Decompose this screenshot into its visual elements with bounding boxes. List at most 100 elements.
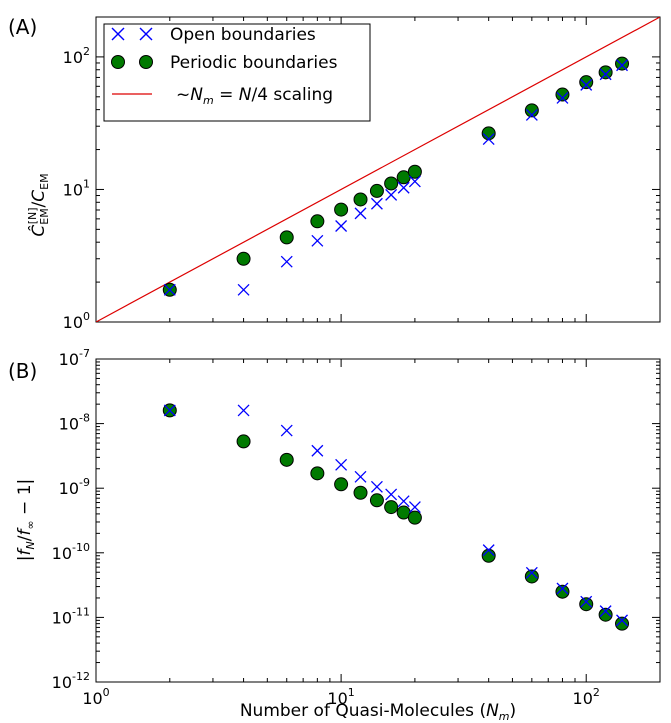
legend-label-scaling: ~Nm = N/4 scaling bbox=[176, 85, 333, 107]
open-point bbox=[354, 470, 367, 483]
panel-b-label: (B) bbox=[8, 359, 37, 383]
open-point bbox=[385, 488, 398, 501]
open-point bbox=[556, 92, 569, 104]
panel-a-marks bbox=[96, 17, 660, 322]
periodic-point bbox=[579, 597, 594, 612]
panel-b-y-tick-labels: 10-12 10-11 10-10 10-9 10-8 10-7 bbox=[52, 347, 90, 692]
x-tick-label: 100 bbox=[82, 686, 109, 708]
svg-text:ĈEM[N]/CEM: ĈEM[N]/CEM bbox=[26, 173, 51, 236]
open-point bbox=[556, 582, 569, 595]
y-tick-label: 10-12 bbox=[52, 670, 90, 692]
panel-a: (A) 100 101 102 ĈEM[N]/CEM Open boundaries bbox=[8, 15, 661, 332]
open-point bbox=[397, 181, 410, 194]
y-tick-label: 102 bbox=[63, 45, 90, 67]
periodic-point bbox=[579, 75, 594, 90]
panel-a-frame bbox=[95, 16, 661, 323]
open-point bbox=[599, 605, 612, 618]
periodic-point bbox=[334, 202, 349, 217]
open-point bbox=[525, 108, 538, 121]
open-point bbox=[354, 207, 367, 220]
legend-entry-open: Open boundaries bbox=[111, 25, 316, 45]
periodic-point bbox=[524, 103, 539, 118]
panel-b-y-axis-label: |fN/f∞ − 1| bbox=[15, 479, 37, 561]
periodic-point bbox=[353, 192, 368, 207]
periodic-point bbox=[598, 65, 613, 80]
legend-label-open: Open boundaries bbox=[170, 25, 316, 45]
panel-b-ticks bbox=[95, 358, 661, 683]
legend-box bbox=[103, 23, 371, 122]
periodic-point bbox=[407, 510, 422, 525]
y-tick-label: 10-10 bbox=[52, 541, 90, 563]
open-point bbox=[599, 68, 612, 81]
periodic-point bbox=[555, 584, 570, 599]
open-point bbox=[616, 614, 628, 627]
scaling-line bbox=[96, 17, 660, 322]
x-tick-label: 101 bbox=[327, 686, 354, 708]
legend-label-periodic: Periodic boundaries bbox=[170, 53, 338, 73]
x-tick-label: 102 bbox=[573, 686, 600, 708]
open-point bbox=[280, 424, 293, 437]
open-point bbox=[525, 566, 538, 579]
open-point bbox=[370, 480, 383, 493]
open-point bbox=[370, 197, 383, 210]
open-point bbox=[280, 255, 293, 268]
y-tick-label: 101 bbox=[63, 177, 90, 199]
periodic-point bbox=[598, 607, 613, 622]
periodic-point bbox=[236, 434, 251, 449]
periodic-point bbox=[310, 214, 325, 229]
legend-entry-scaling: ~Nm = N/4 scaling bbox=[112, 85, 333, 107]
periodic-point bbox=[369, 183, 384, 198]
periodic-point bbox=[369, 493, 384, 508]
periodic-point bbox=[615, 56, 630, 71]
periodic-point bbox=[279, 452, 294, 467]
open-point bbox=[237, 404, 250, 417]
y-tick-label: 10-11 bbox=[52, 605, 90, 627]
svg-text:|fN/f∞ − 1|: |fN/f∞ − 1| bbox=[15, 479, 37, 561]
open-point bbox=[163, 404, 176, 417]
panel-b-marks bbox=[162, 403, 630, 631]
periodic-point bbox=[481, 126, 496, 141]
panel-a-label: (A) bbox=[8, 15, 37, 39]
panel-b-frame bbox=[95, 358, 661, 683]
panel-a-y-axis-label: ĈEM[N]/CEM bbox=[26, 173, 51, 236]
legend: Open boundaries Periodic boundaries ~Nm … bbox=[103, 23, 371, 122]
y-tick-label: 100 bbox=[63, 310, 90, 332]
legend-circle-marker bbox=[111, 55, 125, 69]
open-point bbox=[385, 188, 398, 201]
periodic-point bbox=[279, 230, 294, 245]
panel-b-x-tick-labels: 100 101 102 bbox=[82, 686, 600, 708]
panel-b-x-axis-label: Number of Quasi-Molecules (Nm) bbox=[240, 701, 516, 723]
periodic-point bbox=[236, 251, 251, 266]
y-tick-label: 10-7 bbox=[59, 347, 90, 369]
open-point bbox=[616, 59, 628, 72]
periodic-point bbox=[384, 176, 399, 191]
legend-entry-periodic: Periodic boundaries bbox=[111, 53, 338, 73]
periodic-point bbox=[555, 87, 570, 102]
open-point bbox=[580, 78, 593, 91]
open-point bbox=[482, 544, 495, 557]
open-point bbox=[482, 133, 495, 146]
periodic-point bbox=[310, 466, 325, 481]
open-point bbox=[237, 283, 250, 296]
open-point bbox=[163, 283, 176, 296]
open-point bbox=[397, 495, 410, 508]
panel-a-ticks bbox=[95, 16, 661, 323]
periodic-point bbox=[481, 548, 496, 563]
periodic-point bbox=[384, 500, 399, 515]
open-point bbox=[408, 175, 421, 188]
periodic-point bbox=[524, 569, 539, 584]
open-point bbox=[311, 234, 324, 247]
periodic-point bbox=[353, 485, 368, 500]
periodic-point bbox=[615, 616, 630, 631]
y-tick-label: 10-9 bbox=[59, 476, 90, 498]
panel-a-y-tick-labels: 100 101 102 bbox=[63, 45, 90, 332]
open-point bbox=[408, 501, 421, 514]
periodic-point bbox=[334, 477, 349, 492]
open-point bbox=[335, 220, 348, 232]
open-point bbox=[335, 458, 348, 471]
open-point bbox=[311, 444, 324, 457]
legend-circle-marker bbox=[139, 55, 153, 69]
legend-x-marker bbox=[111, 27, 153, 41]
